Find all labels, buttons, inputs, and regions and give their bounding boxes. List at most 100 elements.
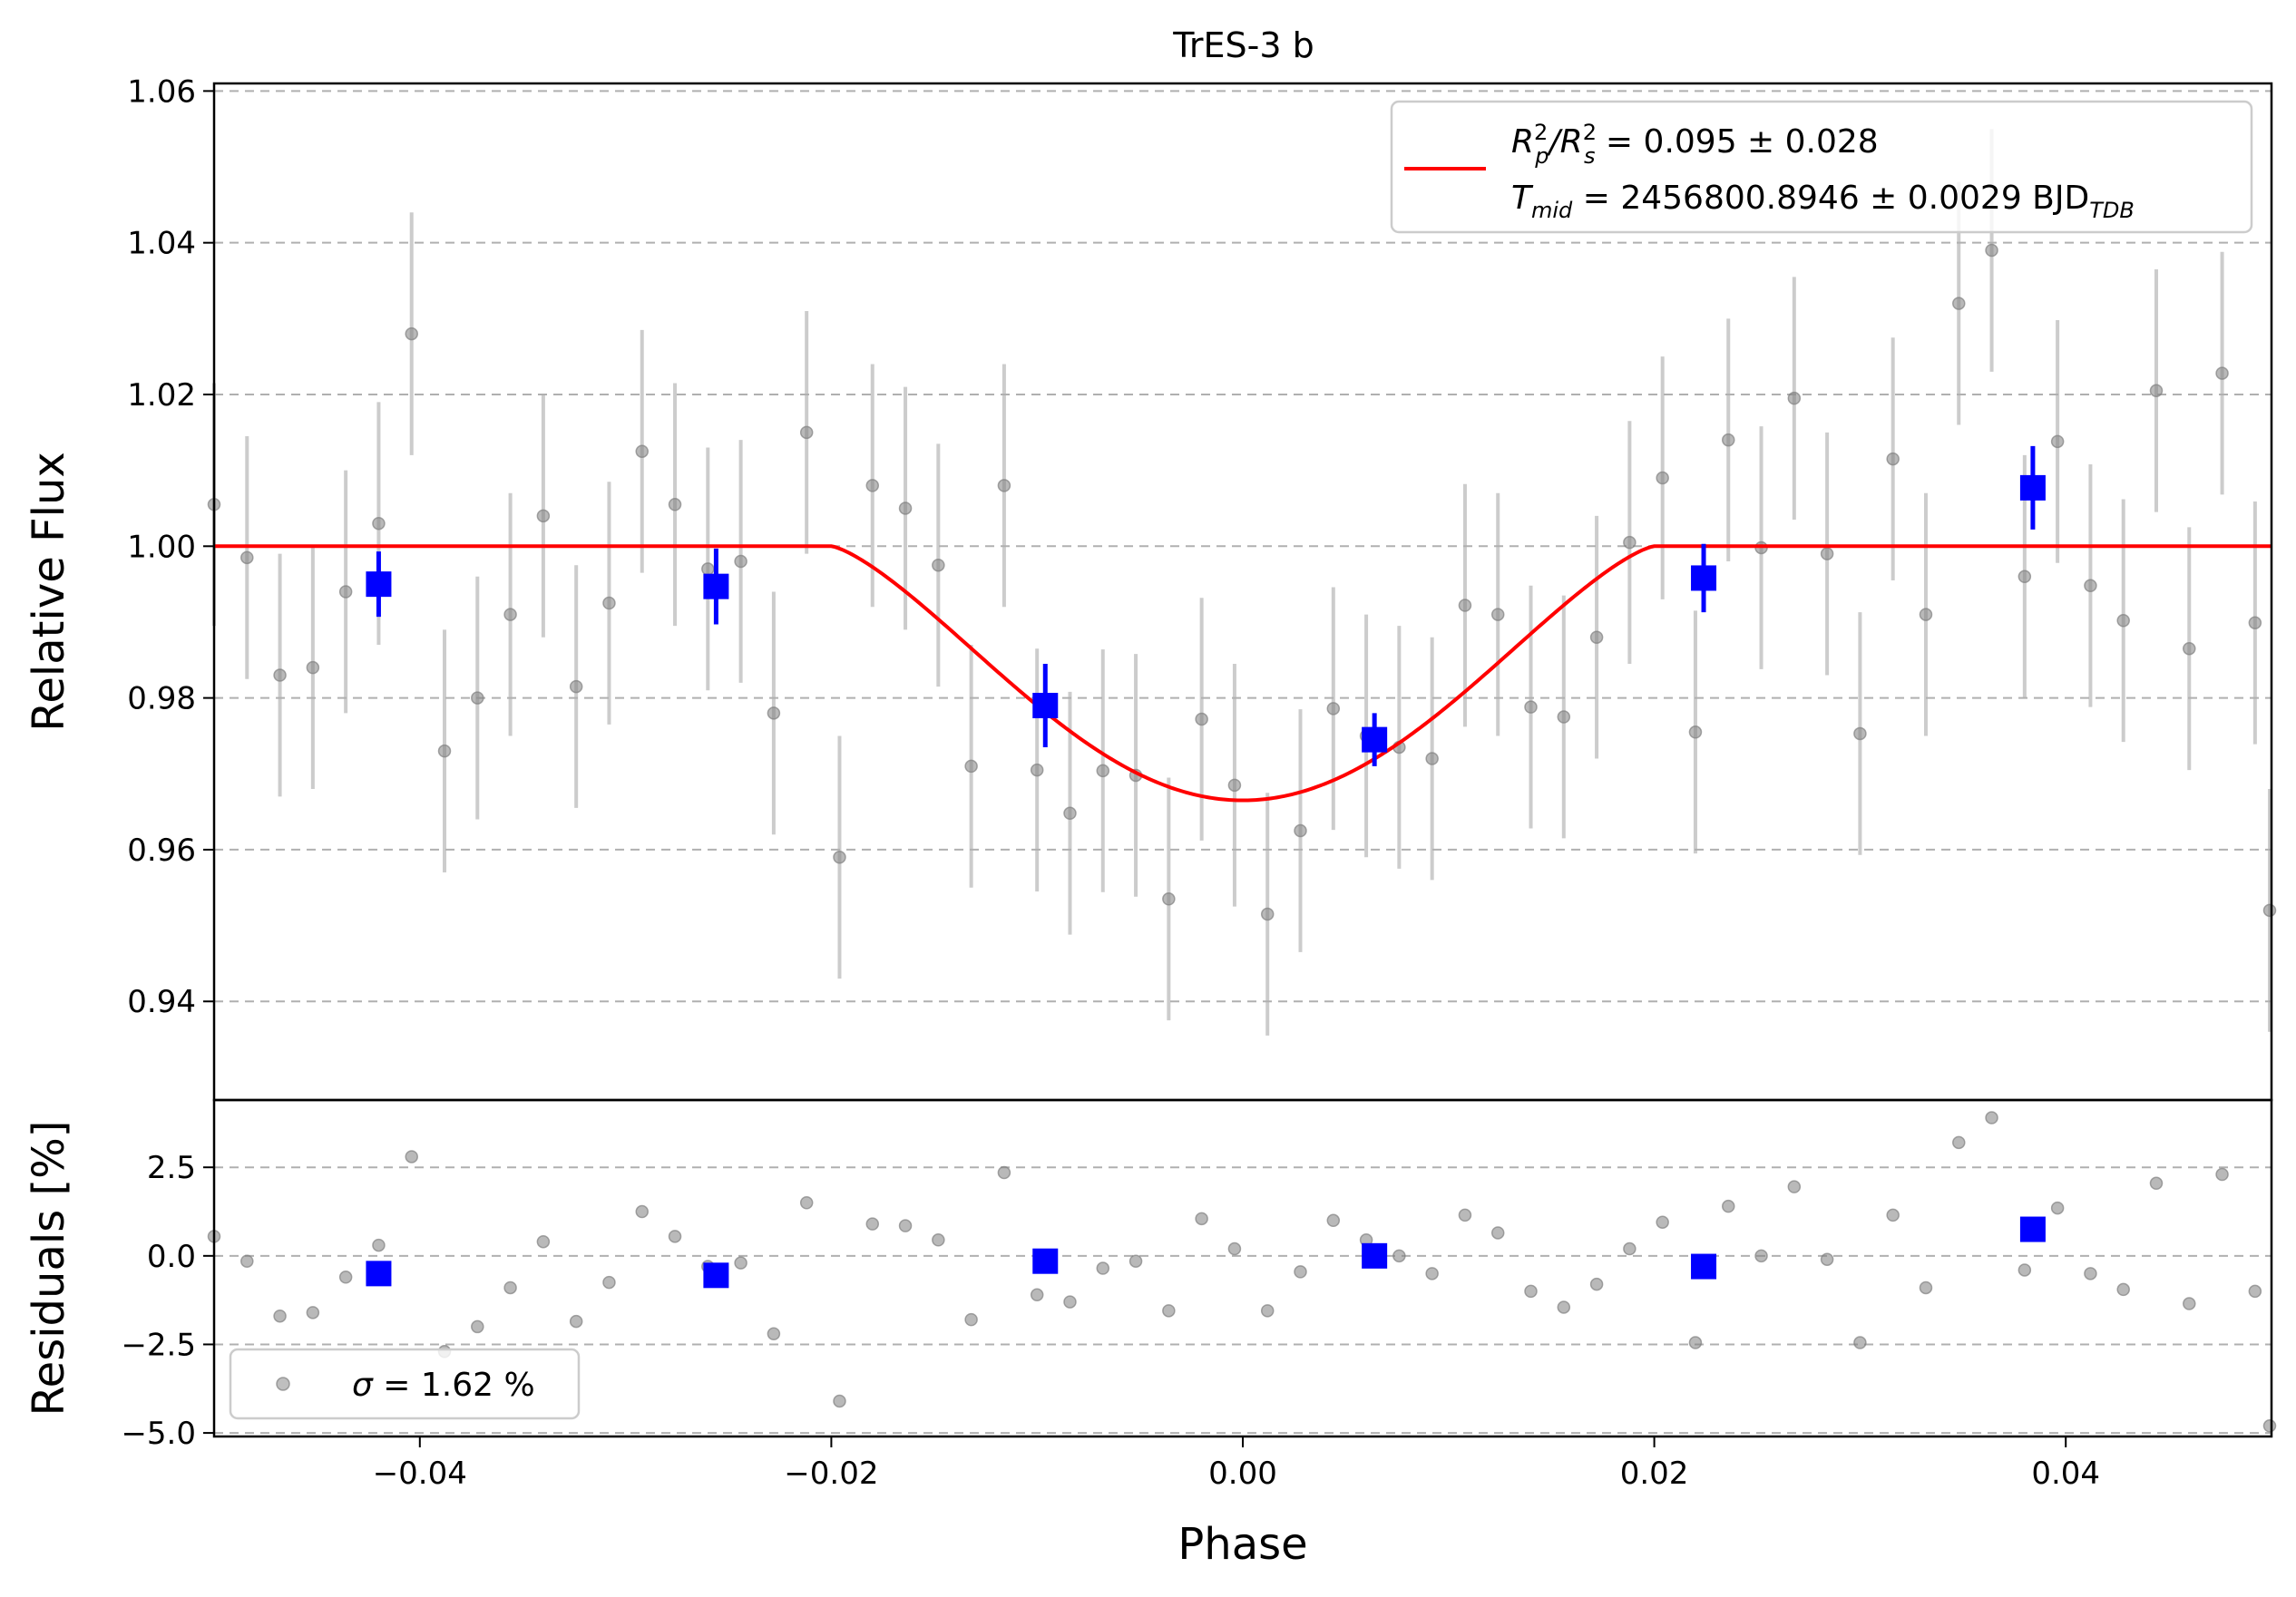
flux-point xyxy=(668,498,682,511)
residual-point xyxy=(1524,1284,1538,1299)
residual-point xyxy=(1326,1213,1341,1228)
legend-tmid-label: Tmid = 2456800.8946 ± 0.0029 BJDTDB xyxy=(1511,180,2135,223)
residual-point xyxy=(1260,1304,1275,1318)
flux-point xyxy=(1490,608,1505,621)
residual-binned-point xyxy=(1362,1242,1388,1269)
flux-point xyxy=(471,691,484,705)
flux-point xyxy=(898,501,913,515)
flux-legend: R2 p/R2 s = 0.095 ± 0.028 Tmid = 2456800.8… xyxy=(1390,100,2253,234)
residual-point xyxy=(1458,1208,1472,1222)
residual-point xyxy=(2215,1167,2229,1182)
flux-point xyxy=(1952,297,1966,310)
residual-point xyxy=(865,1217,880,1231)
flux-binned-points xyxy=(366,445,2046,766)
flux-point xyxy=(1623,535,1637,550)
residual-binned-point xyxy=(1691,1253,1717,1280)
residual-point xyxy=(635,1204,649,1219)
residuals-y-axis-label: Residuals [%] xyxy=(24,1120,74,1416)
flux-point xyxy=(2018,570,2032,584)
residual-point xyxy=(1688,1336,1703,1349)
flux-point xyxy=(1294,823,1307,838)
residual-point xyxy=(2248,1284,2262,1299)
residual-point xyxy=(1227,1242,1242,1256)
legend-depth-label: R2 p/R2 s = 0.095 ± 0.028 xyxy=(1511,120,1879,169)
flux-binned-point xyxy=(703,573,729,599)
flux-point xyxy=(1326,702,1341,716)
residuals-y-ticks: −5.0 −2.5 0.0 2.5 xyxy=(121,1150,214,1452)
flux-point xyxy=(2149,384,2164,398)
residual-binned-point xyxy=(1032,1248,1059,1274)
residual-point xyxy=(767,1327,781,1340)
x-tick-label: 0.04 xyxy=(2031,1456,2100,1492)
flux-y-tick-label: 0.98 xyxy=(127,681,196,717)
residuals-panel: −5.0 −2.5 0.0 2.5 −0.04 −0.02 0.00 0.02 0.04 Re… xyxy=(24,1098,2277,1570)
transit-model-line xyxy=(214,544,2272,803)
residuals-grid xyxy=(214,1166,2272,1435)
flux-point xyxy=(273,668,287,682)
residual-point xyxy=(1985,1111,1998,1125)
flux-point xyxy=(2262,903,2277,918)
residual-point xyxy=(2050,1201,2065,1215)
residual-point xyxy=(1952,1135,1966,1150)
flux-point xyxy=(767,706,781,720)
flux-point xyxy=(602,596,616,610)
residual-point xyxy=(2149,1176,2164,1191)
flux-point xyxy=(306,660,320,675)
residual-point xyxy=(1128,1254,1143,1268)
flux-binned-point xyxy=(2019,474,2046,501)
flux-point xyxy=(1557,710,1571,724)
residual-binned-point xyxy=(703,1262,729,1289)
residual-point xyxy=(306,1306,320,1319)
flux-binned-point xyxy=(1691,565,1717,591)
residual-point xyxy=(1063,1295,1077,1309)
flux-point xyxy=(1820,547,1834,560)
residual-point xyxy=(1162,1304,1176,1318)
flux-point xyxy=(2116,614,2130,628)
flux-point xyxy=(1853,726,1867,741)
flux-point xyxy=(1260,907,1275,921)
residual-point xyxy=(2262,1419,2277,1433)
residuals-y-tick-label: −5.0 xyxy=(121,1416,196,1452)
residual-point xyxy=(997,1165,1011,1180)
flux-point xyxy=(734,554,747,569)
flux-point xyxy=(2183,641,2196,656)
flux-y-axis-label: Relative Flux xyxy=(24,452,74,732)
flux-y-ticks: 0.94 0.96 0.98 1.00 1.02 1.04 1.06 xyxy=(127,73,214,1020)
flux-point xyxy=(1787,391,1802,405)
residual-point xyxy=(1853,1336,1867,1349)
residual-point xyxy=(1919,1281,1933,1295)
flux-point xyxy=(338,585,353,599)
residual-point xyxy=(668,1230,682,1243)
residual-point xyxy=(405,1150,418,1164)
flux-point xyxy=(2050,434,2065,449)
residual-point xyxy=(1754,1249,1768,1263)
residuals-legend: σ = 1.62 % xyxy=(229,1348,581,1420)
flux-point xyxy=(1919,608,1933,621)
flux-point xyxy=(2248,616,2262,630)
residual-point xyxy=(372,1238,386,1252)
residuals-y-tick-label: 2.5 xyxy=(147,1150,196,1186)
residual-point xyxy=(1589,1277,1604,1291)
residual-point xyxy=(932,1233,945,1247)
flux-y-tick-label: 1.00 xyxy=(127,529,196,565)
residual-point xyxy=(2084,1267,2097,1281)
legend-residual-swatch xyxy=(276,1377,290,1391)
residual-binned-point xyxy=(2019,1216,2046,1242)
residual-point xyxy=(1030,1288,1044,1302)
flux-y-tick-label: 0.96 xyxy=(127,833,196,869)
flux-point xyxy=(1688,725,1703,739)
flux-point xyxy=(701,562,715,576)
flux-point xyxy=(833,851,846,864)
residuals-x-ticks: −0.04 −0.02 0.00 0.02 0.04 xyxy=(373,1436,2100,1492)
residual-point xyxy=(1886,1208,1900,1222)
flux-binned-point xyxy=(1032,692,1059,718)
residual-point xyxy=(569,1314,583,1329)
residual-point xyxy=(1392,1249,1406,1263)
residual-point xyxy=(964,1312,978,1327)
residual-point xyxy=(1490,1226,1505,1240)
flux-point xyxy=(437,744,452,758)
residual-point xyxy=(1721,1199,1735,1213)
flux-point xyxy=(2215,366,2229,380)
residual-point xyxy=(536,1234,551,1249)
